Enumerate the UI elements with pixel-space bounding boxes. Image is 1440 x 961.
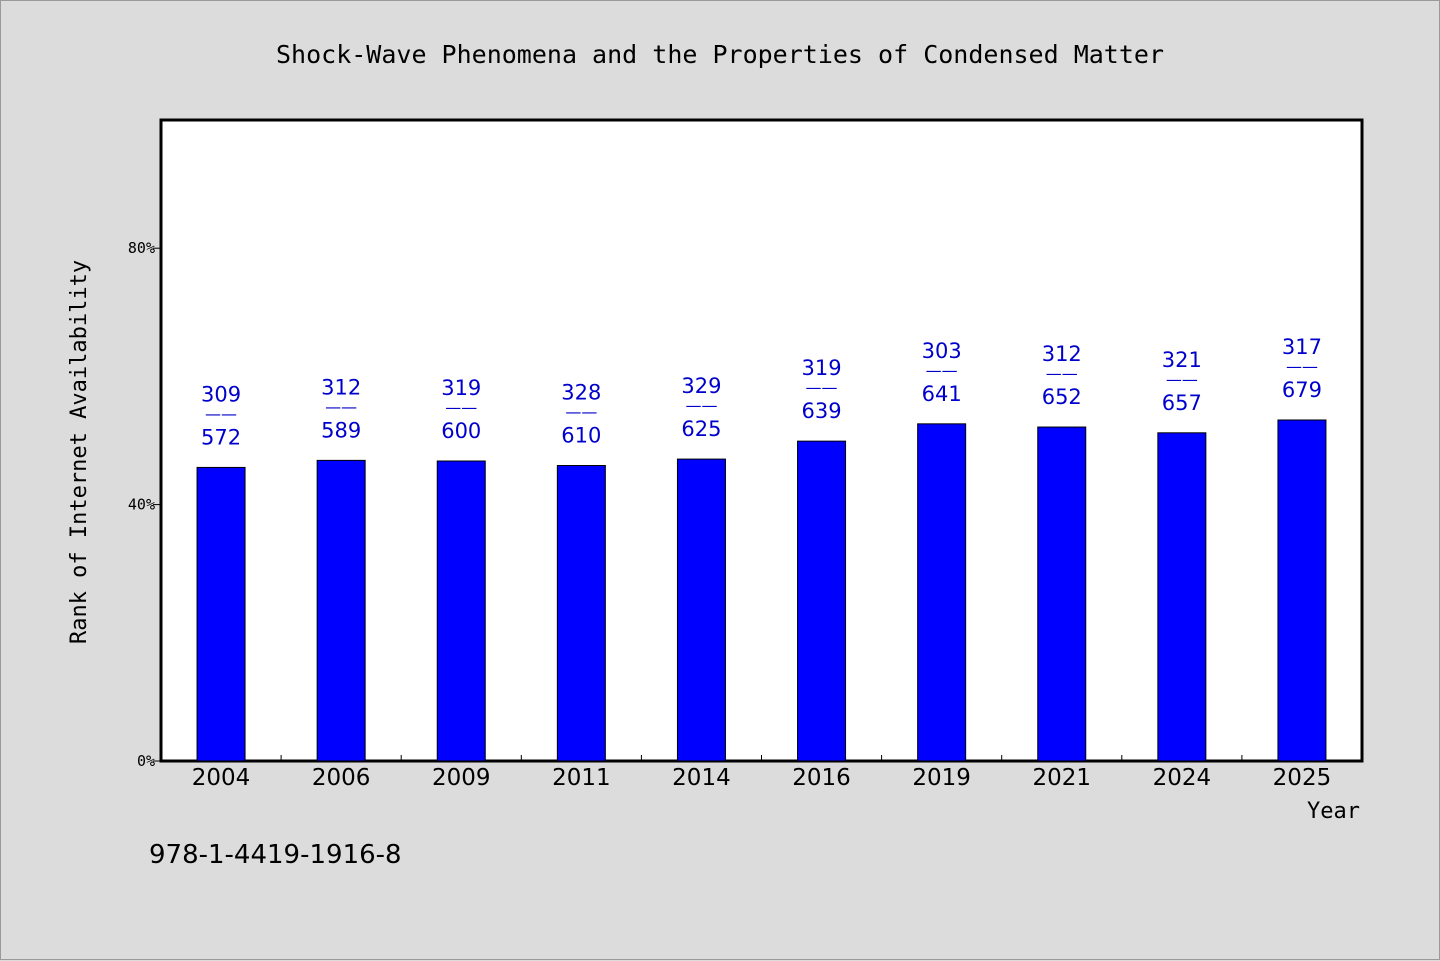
bar-label-bottom: 652 [1042, 385, 1082, 409]
x-tick-label: 2025 [1273, 765, 1332, 791]
isbn-footer: 978-1-4419-1916-8 [149, 840, 402, 870]
bar-label-top: 319 [441, 376, 481, 400]
bar-label-bottom: 657 [1162, 391, 1202, 415]
bar-label-separator: —— [1286, 357, 1318, 376]
bar-label-separator: —— [806, 378, 838, 397]
bar-label-top: 312 [321, 375, 361, 399]
bar-label-separator: —— [926, 361, 958, 380]
y-tick-label: 80% [128, 239, 155, 257]
bar-label-separator: —— [1046, 364, 1078, 383]
x-axis: 2004 2006 2009 2011 2014 2016 2019 2021 2024 2025 [192, 755, 1331, 791]
bar [1157, 432, 1207, 762]
y-tick-label: 0% [137, 752, 155, 770]
bar [1277, 419, 1327, 762]
x-tick-label: 2009 [432, 765, 491, 791]
bar-label-separator: —— [565, 402, 597, 421]
x-tick-label: 2021 [1032, 765, 1091, 791]
bar-label-top: 303 [922, 339, 962, 363]
y-axis: 0% 40% 80% [128, 239, 161, 770]
x-tick-label: 2006 [312, 765, 371, 791]
x-axis-label: Year [1307, 799, 1360, 824]
bar [676, 458, 726, 762]
bar-label-bottom: 625 [681, 417, 721, 441]
x-tick-label: 2024 [1153, 765, 1212, 791]
bar [196, 466, 246, 762]
bar [556, 464, 606, 762]
bar-label-top: 317 [1282, 335, 1322, 359]
bar [1037, 426, 1087, 762]
x-tick-label: 2004 [192, 765, 251, 791]
bar [797, 440, 847, 762]
y-tick-label: 40% [128, 496, 155, 514]
bar-label-bottom: 679 [1282, 378, 1322, 402]
bar-label-separator: —— [205, 404, 237, 423]
bar-label-bottom: 589 [321, 418, 361, 442]
bar-label-bottom: 639 [802, 399, 842, 423]
bar-label-top: 321 [1162, 348, 1202, 372]
bar-label-separator: —— [1166, 370, 1198, 389]
x-tick-label: 2019 [912, 765, 971, 791]
bar-label-top: 312 [1042, 342, 1082, 366]
x-tick-label: 2011 [552, 765, 611, 791]
bar-label-separator: —— [325, 397, 357, 416]
bar-label-top: 329 [681, 374, 721, 398]
bar-label-bottom: 610 [561, 423, 601, 447]
bar [917, 423, 967, 762]
x-tick-label: 2016 [792, 765, 851, 791]
bar-label-top: 309 [201, 382, 241, 406]
bar-label-top: 328 [561, 380, 601, 404]
bar-label-bottom: 641 [922, 382, 962, 406]
bar-label-bottom: 572 [201, 425, 241, 449]
bar-label-separator: —— [445, 398, 477, 417]
bar [316, 459, 366, 762]
bar-series: 309——572312——589319——600328——610329——625… [196, 335, 1327, 762]
bar-label-bottom: 600 [441, 419, 481, 443]
x-tick-label: 2014 [672, 765, 731, 791]
bar-label-top: 319 [802, 356, 842, 380]
bar-label-separator: —— [685, 396, 717, 415]
y-axis-label: Rank of Internet Availability [67, 260, 92, 644]
bar [436, 460, 486, 762]
chart-title: Shock-Wave Phenomena and the Properties … [276, 40, 1164, 69]
